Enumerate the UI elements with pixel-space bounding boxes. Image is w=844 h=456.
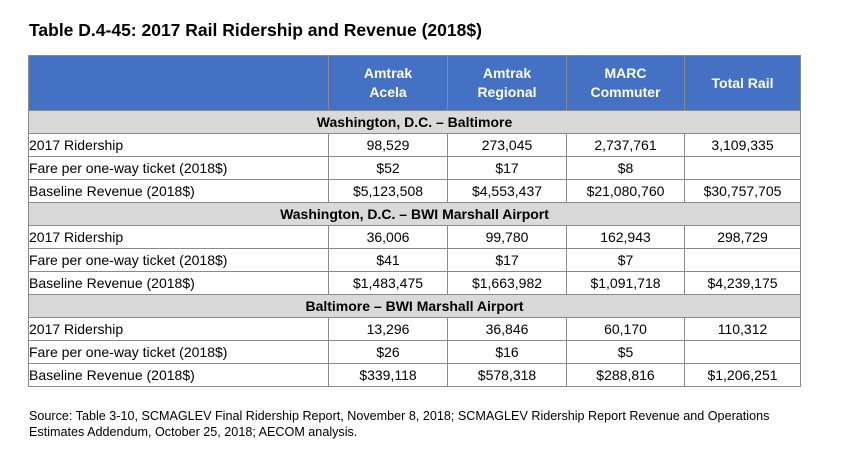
source-note: Source: Table 3-10, SCMAGLEV Final Rider… bbox=[29, 409, 770, 439]
table-cell: $5,123,508 bbox=[328, 179, 448, 203]
header-blank-cell bbox=[28, 55, 329, 111]
table-cell: 162,943 bbox=[566, 225, 685, 249]
table-cell: $1,483,475 bbox=[328, 271, 448, 295]
table-cell: 60,170 bbox=[566, 317, 685, 341]
table-cell: $4,239,175 bbox=[684, 271, 801, 295]
table-cell: 36,006 bbox=[328, 225, 448, 249]
row-label: Baseline Revenue (2018$) bbox=[28, 271, 329, 295]
table-cell: $1,091,718 bbox=[566, 271, 685, 295]
table-cell: $30,757,705 bbox=[684, 179, 801, 203]
row-label: Baseline Revenue (2018$) bbox=[28, 363, 329, 387]
section-heading: Baltimore – BWI Marshall Airport bbox=[28, 294, 801, 318]
section-heading: Washington, D.C. – BWI Marshall Airport bbox=[28, 202, 801, 226]
section-heading: Washington, D.C. – Baltimore bbox=[28, 110, 801, 134]
table-cell: 3,109,335 bbox=[684, 133, 801, 157]
table-row: Fare per one-way ticket (2018$) $41 $17 $7 bbox=[28, 248, 801, 272]
row-label: Fare per one-way ticket (2018$) bbox=[28, 248, 329, 272]
table-row: 2017 Ridership 98,529 273,045 2,737,761 3,10… bbox=[28, 133, 801, 157]
header-line: Amtrak bbox=[482, 65, 532, 81]
table-cell: 13,296 bbox=[328, 317, 448, 341]
table-cell: $8 bbox=[566, 156, 685, 180]
ridership-revenue-table: Amtrak Acela Amtrak Regional MARC Commut… bbox=[28, 55, 801, 387]
table-header: Amtrak Acela Amtrak Regional MARC Commut… bbox=[28, 55, 801, 111]
table-row: Fare per one-way ticket (2018$) $52 $17 $8 bbox=[28, 156, 801, 180]
table-row: Baseline Revenue (2018$) $1,483,475 $1,663… bbox=[28, 271, 801, 295]
table-row: 2017 Ridership 13,296 36,846 60,170 110,312 bbox=[28, 317, 801, 341]
section-header-row: Washington, D.C. – BWI Marshall Airport bbox=[28, 202, 801, 226]
row-label: 2017 Ridership bbox=[28, 133, 329, 157]
table-cell: $16 bbox=[447, 340, 567, 364]
table-title: Table D.4-45: 2017 Rail Ridership and Re… bbox=[29, 20, 482, 40]
header-line: Regional bbox=[477, 84, 537, 100]
table-cell: $288,816 bbox=[566, 363, 685, 387]
section-header-row: Washington, D.C. – Baltimore bbox=[28, 110, 801, 134]
header-line: MARC bbox=[604, 65, 647, 81]
table-cell: $41 bbox=[328, 248, 448, 272]
row-label: Fare per one-way ticket (2018$) bbox=[28, 156, 329, 180]
table-cell: $5 bbox=[566, 340, 685, 364]
table-row: Baseline Revenue (2018$) $5,123,508 $4,553… bbox=[28, 179, 801, 203]
table-row: Fare per one-way ticket (2018$) $26 $16 $5 bbox=[28, 340, 801, 364]
header-line: Commuter bbox=[590, 84, 661, 100]
row-label: 2017 Ridership bbox=[28, 225, 329, 249]
table-cell: $17 bbox=[447, 248, 567, 272]
ridership-table-container: Amtrak Acela Amtrak Regional MARC Commut… bbox=[28, 55, 801, 387]
table-cell: 98,529 bbox=[328, 133, 448, 157]
header-line: Total Rail bbox=[711, 74, 774, 91]
table-cell bbox=[684, 156, 801, 180]
header-marc-commuter: MARC Commuter bbox=[566, 55, 685, 111]
table-cell bbox=[684, 248, 801, 272]
table-cell: $7 bbox=[566, 248, 685, 272]
row-label: Fare per one-way ticket (2018$) bbox=[28, 340, 329, 364]
header-total-rail: Total Rail bbox=[684, 55, 801, 111]
table-cell: 2,737,761 bbox=[566, 133, 685, 157]
table-cell: $1,206,251 bbox=[684, 363, 801, 387]
table-cell: 110,312 bbox=[684, 317, 801, 341]
table-row: 2017 Ridership 36,006 99,780 162,943 298,729 bbox=[28, 225, 801, 249]
table-cell: $21,080,760 bbox=[566, 179, 685, 203]
row-label: 2017 Ridership bbox=[28, 317, 329, 341]
row-label: Baseline Revenue (2018$) bbox=[28, 179, 329, 203]
table-cell: 36,846 bbox=[447, 317, 567, 341]
table-cell: $4,553,437 bbox=[447, 179, 567, 203]
header-amtrak-regional: Amtrak Regional bbox=[447, 55, 567, 111]
table-body: Washington, D.C. – Baltimore 2017 Ridersh… bbox=[28, 110, 801, 387]
section-header-row: Baltimore – BWI Marshall Airport bbox=[28, 294, 801, 318]
header-line: Acela bbox=[369, 84, 407, 100]
header-amtrak-acela: Amtrak Acela bbox=[328, 55, 448, 111]
table-cell: 298,729 bbox=[684, 225, 801, 249]
table-cell: $1,663,982 bbox=[447, 271, 567, 295]
table-cell: 99,780 bbox=[447, 225, 567, 249]
table-cell: $52 bbox=[328, 156, 448, 180]
table-cell bbox=[684, 340, 801, 364]
table-cell: $578,318 bbox=[447, 363, 567, 387]
table-row: Baseline Revenue (2018$) $339,118 $578,318… bbox=[28, 363, 801, 387]
header-line: Amtrak bbox=[363, 65, 413, 81]
table-cell: $26 bbox=[328, 340, 448, 364]
table-cell: $339,118 bbox=[328, 363, 448, 387]
table-cell: $17 bbox=[447, 156, 567, 180]
table-cell: 273,045 bbox=[447, 133, 567, 157]
